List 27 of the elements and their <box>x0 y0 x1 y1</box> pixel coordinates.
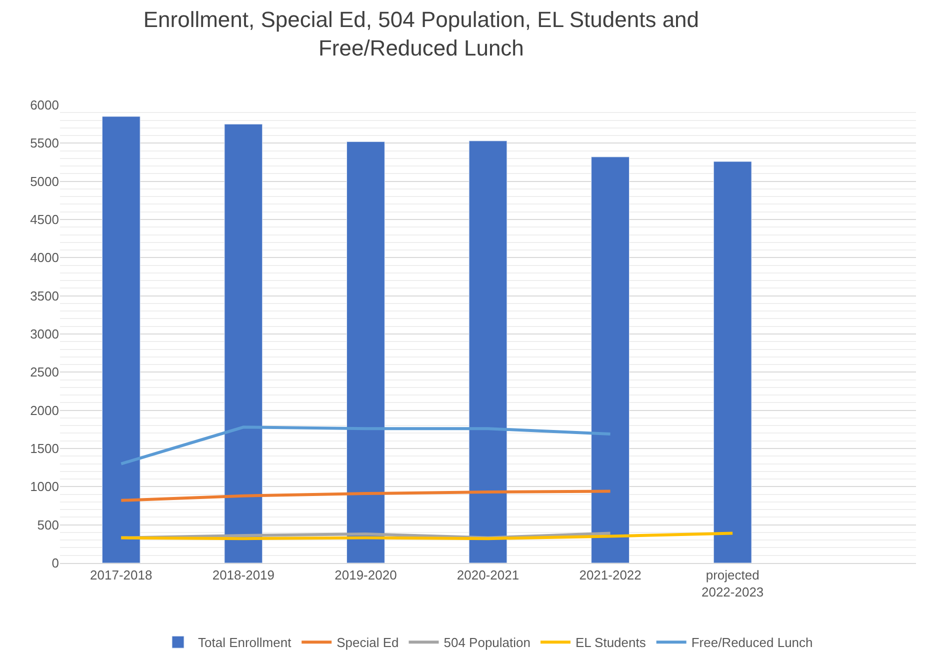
y-tick-label: 500 <box>37 517 59 532</box>
x-tick-label: 2017-2018 <box>90 568 152 583</box>
legend-label: 504 Population <box>444 635 531 650</box>
line-series <box>120 490 612 502</box>
x-tick-label: 2018-2019 <box>212 568 275 583</box>
x-tick-label: 2020-2021 <box>456 568 520 583</box>
x-tick-label: projected 2022-2023 <box>701 568 764 600</box>
y-tick-label: 2000 <box>30 402 59 418</box>
y-tick-label: 1500 <box>30 441 59 456</box>
y-tick-label: 2500 <box>30 364 59 380</box>
y-tick-label: 6000 <box>30 98 59 113</box>
chart-title: Enrollment, Special Ed, 504 Population, EL Students and Free/Reduced Lunch <box>143 6 700 60</box>
legend-label: Free/Reduced Lunch <box>691 635 813 650</box>
y-tick-label: 5500 <box>30 136 59 151</box>
x-tick-label: 2019-2020 <box>334 568 397 583</box>
y-tick-label: 5000 <box>30 174 59 189</box>
y-tick-label: 1000 <box>30 479 59 494</box>
y-tick-label: 3000 <box>30 326 59 342</box>
y-tick-label: 3500 <box>30 288 59 304</box>
y-tick-label: 4000 <box>30 250 59 266</box>
line-series <box>120 426 612 466</box>
y-tick-label: 4500 <box>30 212 59 228</box>
y-tick-label: 0 <box>52 556 59 571</box>
x-tick-label: 2021-2022 <box>579 568 642 583</box>
legend-label: Total Enrollment <box>198 635 292 650</box>
legend-label: Special Ed <box>336 635 399 650</box>
legend-label: EL Students <box>576 635 646 650</box>
